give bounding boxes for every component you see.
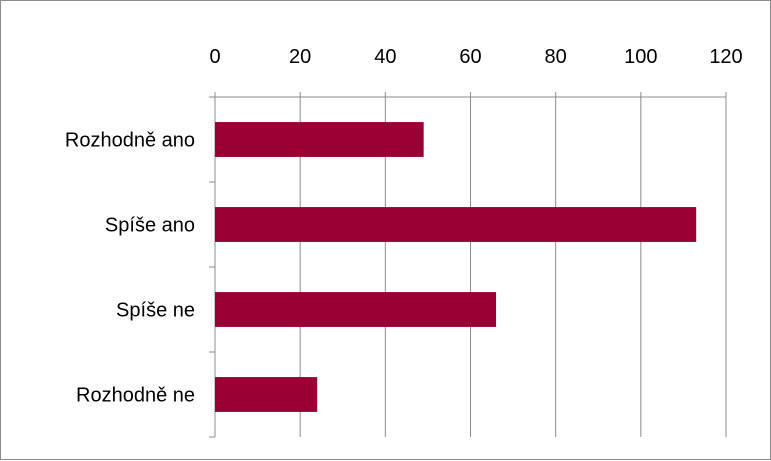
category-label: Spíše ano bbox=[105, 215, 195, 237]
bar bbox=[215, 207, 697, 242]
category-label: Rozhodně ano bbox=[65, 130, 195, 152]
bar bbox=[215, 122, 424, 157]
x-tick-label: 100 bbox=[624, 46, 657, 68]
x-tick-label: 40 bbox=[374, 46, 396, 68]
x-tick-label: 20 bbox=[289, 46, 311, 68]
category-label: Spíše ne bbox=[116, 300, 195, 322]
x-tick-label: 0 bbox=[209, 46, 220, 68]
bar bbox=[215, 292, 497, 327]
x-tick-label: 120 bbox=[709, 46, 742, 68]
x-tick-label: 60 bbox=[459, 46, 481, 68]
x-tick-label: 80 bbox=[545, 46, 567, 68]
bar bbox=[215, 377, 318, 412]
category-label: Rozhodně ne bbox=[76, 385, 195, 407]
